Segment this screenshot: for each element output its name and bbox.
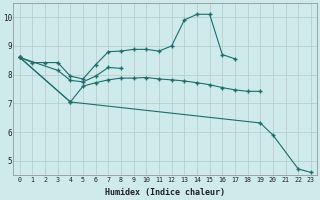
X-axis label: Humidex (Indice chaleur): Humidex (Indice chaleur) <box>105 188 225 197</box>
